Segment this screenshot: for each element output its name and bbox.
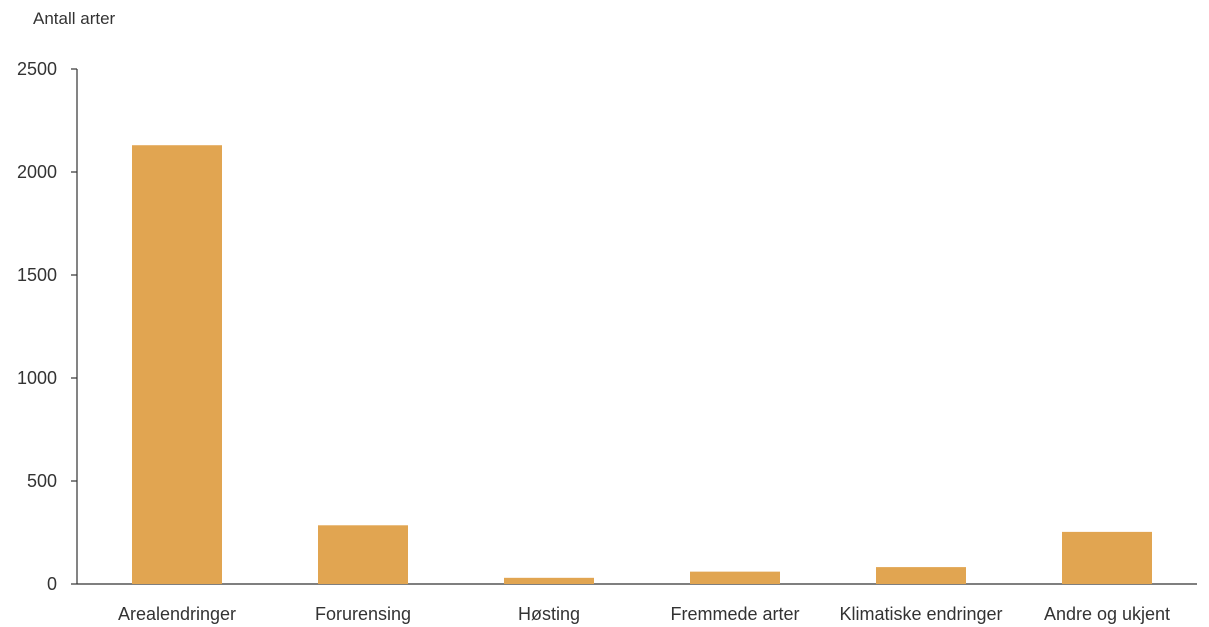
x-category-label: Høsting — [518, 604, 580, 624]
x-category-label: Arealendringer — [118, 604, 236, 624]
y-axis: 0 500 1000 1500 2000 2500 — [17, 59, 78, 594]
y-tick-label: 1500 — [17, 265, 57, 285]
bar-fremmede-arter — [690, 571, 780, 584]
x-category-label: Fremmede arter — [670, 604, 799, 624]
x-category-label: Andre og ukjent — [1044, 604, 1170, 624]
y-axis-title: Antall arter — [33, 9, 116, 28]
bars — [132, 145, 1152, 584]
x-category-label: Forurensing — [315, 604, 411, 624]
y-tick-label: 0 — [47, 574, 57, 594]
y-tick-label: 1000 — [17, 368, 57, 388]
y-tick-label: 2000 — [17, 162, 57, 182]
y-tick-label: 500 — [27, 471, 57, 491]
bar-høsting — [504, 577, 594, 584]
y-tick-label: 2500 — [17, 59, 57, 79]
bar-arealendringer — [132, 145, 222, 584]
bar-andre-og-ukjent — [1062, 531, 1152, 584]
category-labels: Arealendringer Forurensing Høsting Fremmede… — [118, 604, 1170, 624]
bar-klimatiske-endringer — [876, 567, 966, 584]
bar-forurensing — [318, 525, 408, 584]
x-category-label: Klimatiske endringer — [839, 604, 1002, 624]
